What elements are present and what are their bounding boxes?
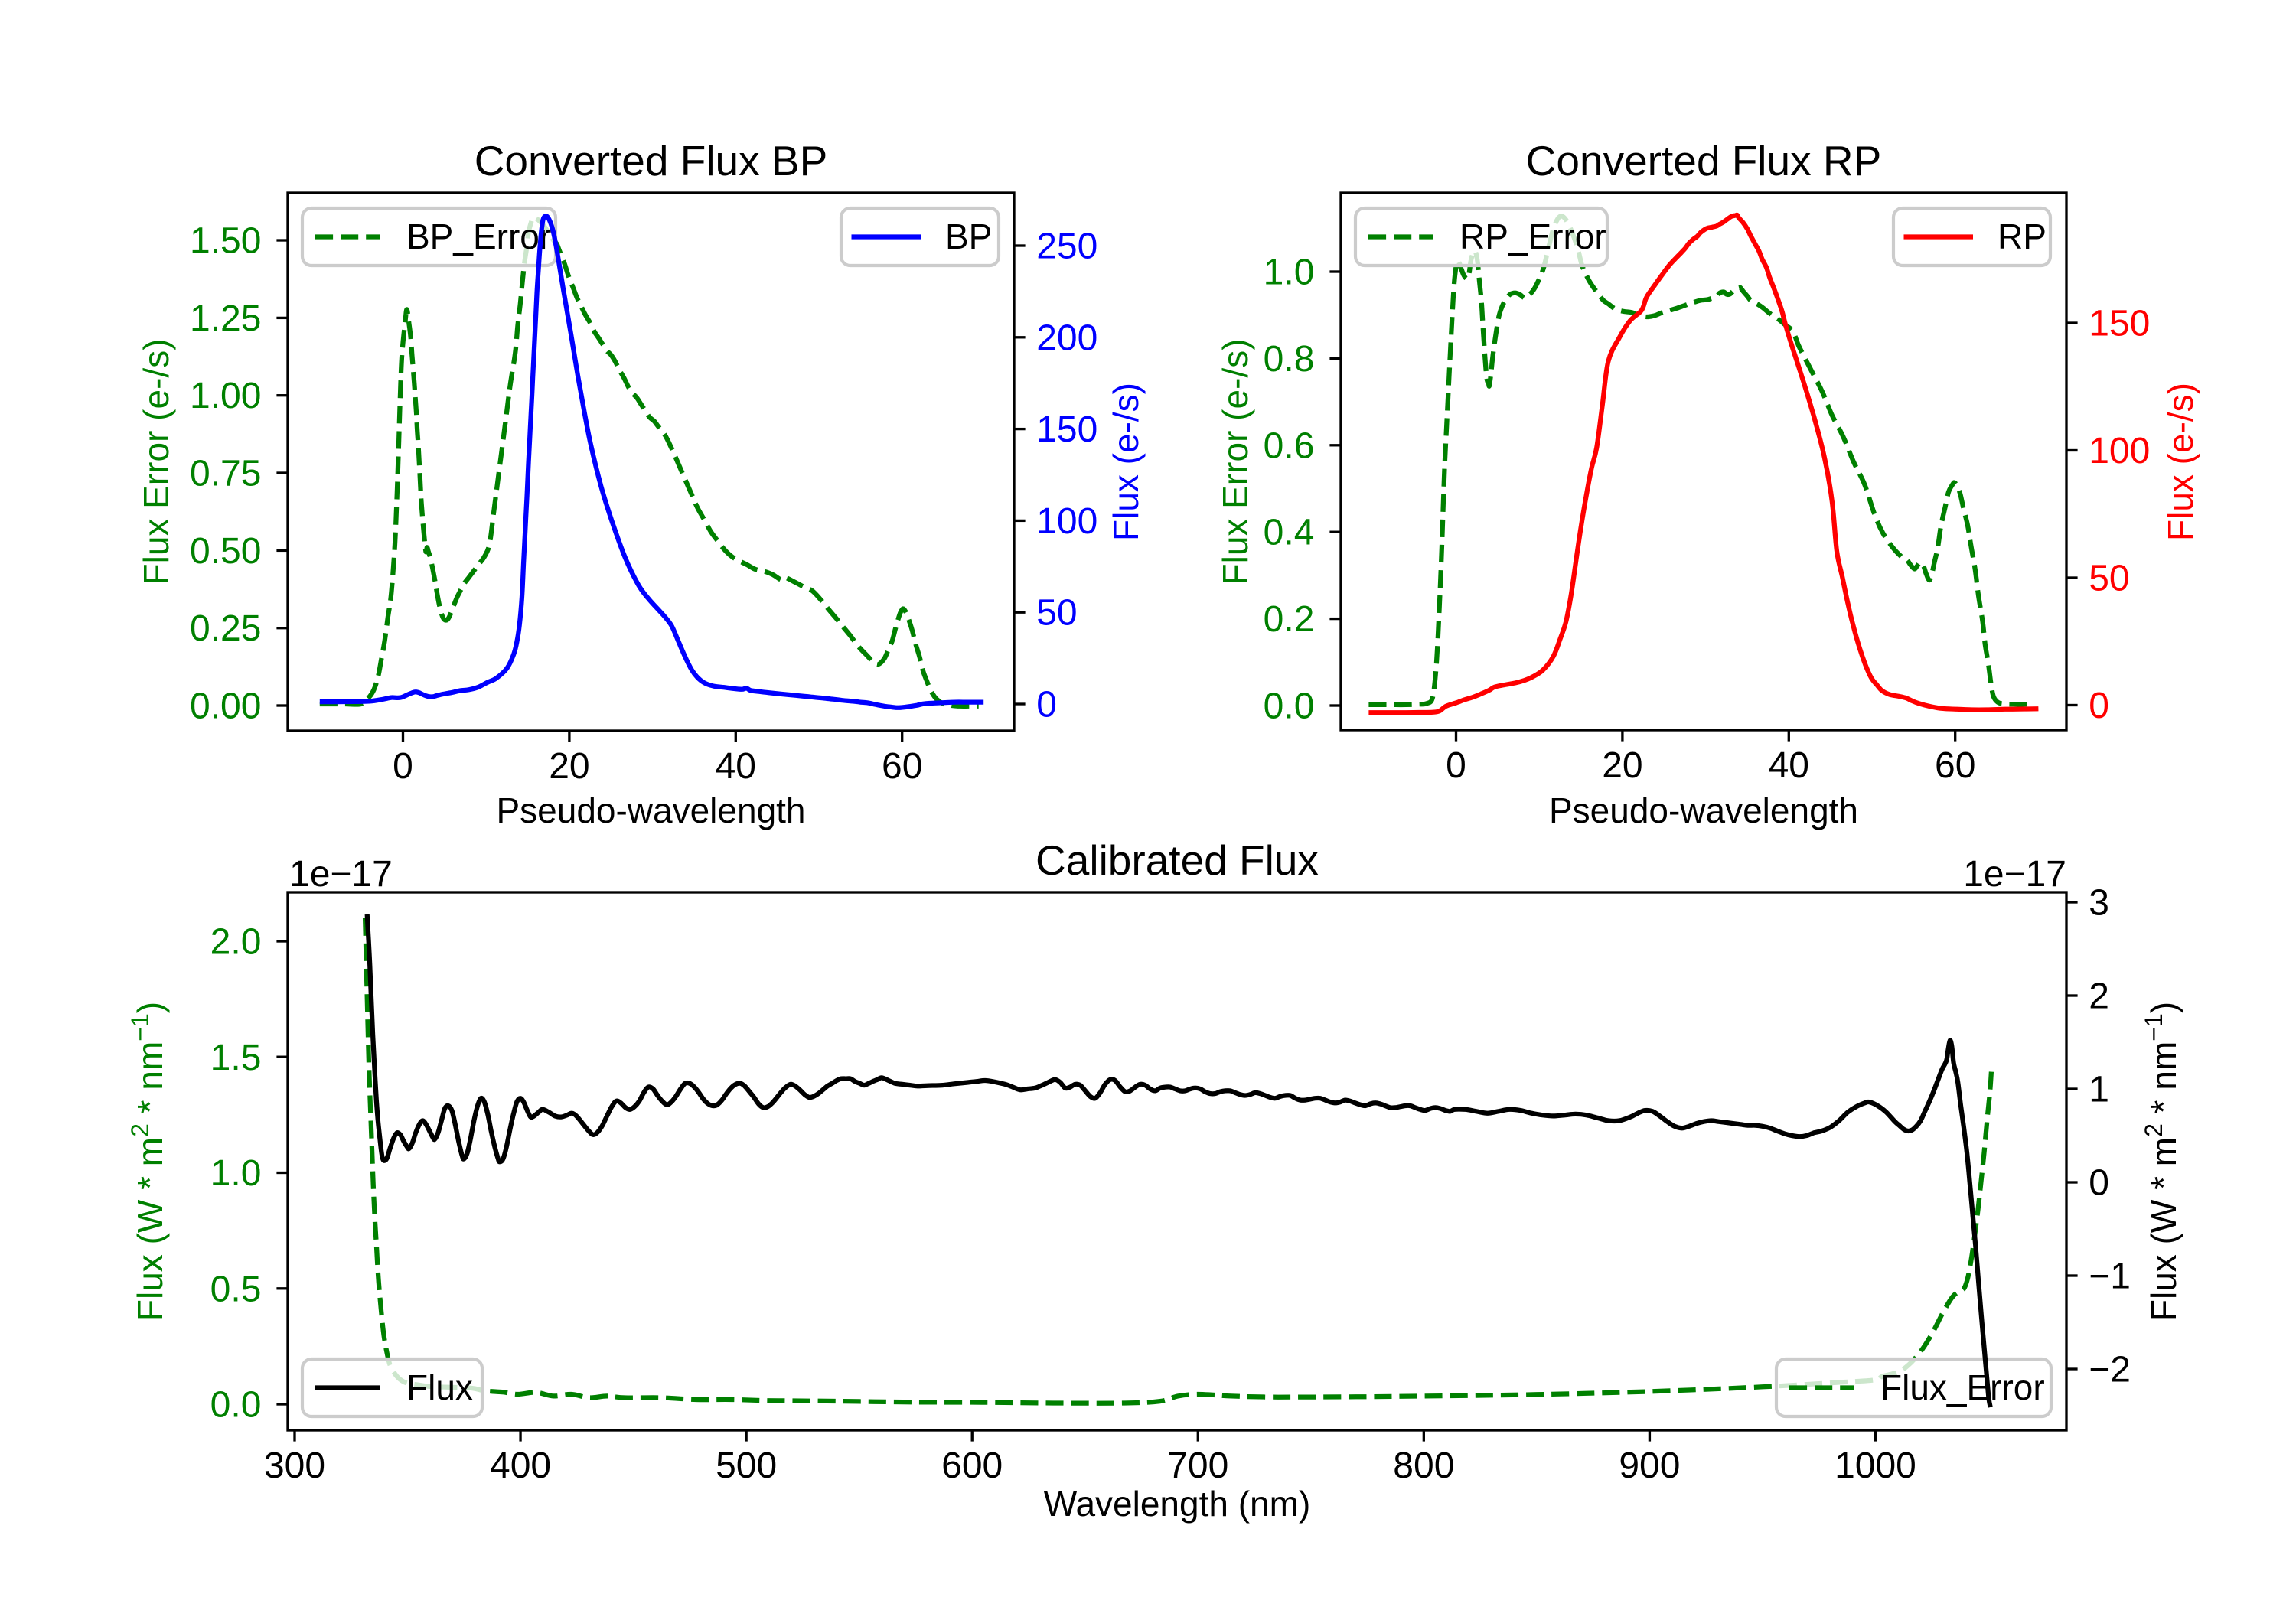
svg-text:0: 0 bbox=[2089, 686, 2109, 726]
svg-text:Flux (W * m2 * nm−1): Flux (W * m2 * nm−1) bbox=[2140, 1002, 2183, 1321]
svg-text:0.50: 0.50 bbox=[190, 531, 261, 572]
svg-text:3: 3 bbox=[2089, 883, 2109, 924]
svg-text:0.8: 0.8 bbox=[1264, 339, 1315, 380]
svg-text:0.4: 0.4 bbox=[1264, 513, 1315, 553]
svg-text:Flux (e-/s): Flux (e-/s) bbox=[2161, 383, 2200, 541]
svg-text:1.00: 1.00 bbox=[190, 376, 261, 416]
svg-text:2: 2 bbox=[2089, 976, 2109, 1017]
svg-text:150: 150 bbox=[1036, 409, 1097, 450]
svg-text:1000: 1000 bbox=[1835, 1446, 1916, 1486]
svg-text:1.0: 1.0 bbox=[210, 1153, 262, 1194]
svg-text:RP: RP bbox=[1998, 217, 2047, 256]
svg-text:0.5: 0.5 bbox=[210, 1269, 262, 1309]
svg-text:0: 0 bbox=[1446, 745, 1466, 786]
svg-text:0: 0 bbox=[1036, 685, 1057, 725]
svg-text:60: 60 bbox=[1935, 745, 1975, 786]
svg-text:60: 60 bbox=[882, 746, 922, 787]
svg-text:300: 300 bbox=[264, 1446, 325, 1486]
svg-text:0.2: 0.2 bbox=[1264, 599, 1315, 640]
svg-text:40: 40 bbox=[716, 746, 756, 787]
svg-text:0: 0 bbox=[2089, 1163, 2109, 1204]
svg-text:Flux Error (e-/s): Flux Error (e-/s) bbox=[1215, 339, 1255, 585]
svg-text:40: 40 bbox=[1769, 745, 1809, 786]
svg-text:250: 250 bbox=[1036, 227, 1097, 267]
svg-text:100: 100 bbox=[2089, 431, 2150, 471]
svg-text:0.6: 0.6 bbox=[1264, 425, 1315, 466]
svg-text:0.75: 0.75 bbox=[190, 454, 261, 494]
svg-text:50: 50 bbox=[2089, 559, 2129, 599]
svg-text:800: 800 bbox=[1393, 1446, 1454, 1486]
svg-text:900: 900 bbox=[1619, 1446, 1680, 1486]
svg-text:0.0: 0.0 bbox=[210, 1385, 262, 1426]
svg-text:1.5: 1.5 bbox=[210, 1038, 262, 1078]
svg-text:RP_Error: RP_Error bbox=[1459, 217, 1606, 256]
svg-text:400: 400 bbox=[490, 1446, 551, 1486]
svg-text:Pseudo-wavelength: Pseudo-wavelength bbox=[1549, 790, 1858, 830]
svg-text:Flux: Flux bbox=[406, 1367, 473, 1407]
svg-text:0.0: 0.0 bbox=[1264, 686, 1315, 727]
svg-text:500: 500 bbox=[716, 1446, 777, 1486]
svg-text:Wavelength (nm): Wavelength (nm) bbox=[1044, 1484, 1311, 1524]
svg-text:Converted Flux BP: Converted Flux BP bbox=[475, 137, 828, 184]
svg-text:Converted Flux RP: Converted Flux RP bbox=[1526, 137, 1882, 184]
svg-text:1.50: 1.50 bbox=[190, 221, 261, 262]
svg-text:BP_Error: BP_Error bbox=[406, 217, 551, 256]
svg-text:100: 100 bbox=[1036, 501, 1097, 542]
svg-text:1e−17: 1e−17 bbox=[1963, 854, 2066, 895]
svg-text:Flux Error (e-/s): Flux Error (e-/s) bbox=[136, 339, 176, 585]
svg-text:1e−17: 1e−17 bbox=[289, 854, 393, 895]
svg-text:Pseudo-wavelength: Pseudo-wavelength bbox=[496, 790, 805, 830]
svg-text:200: 200 bbox=[1036, 318, 1097, 358]
svg-text:150: 150 bbox=[2089, 304, 2150, 344]
svg-text:Flux (e-/s): Flux (e-/s) bbox=[1106, 383, 1146, 541]
svg-text:0.00: 0.00 bbox=[190, 686, 261, 727]
svg-text:50: 50 bbox=[1036, 593, 1077, 634]
svg-text:700: 700 bbox=[1167, 1446, 1228, 1486]
svg-text:−2: −2 bbox=[2089, 1350, 2131, 1390]
svg-text:Flux_Error: Flux_Error bbox=[1880, 1367, 2045, 1407]
svg-text:0: 0 bbox=[393, 746, 413, 787]
svg-text:1.0: 1.0 bbox=[1264, 253, 1315, 293]
svg-text:20: 20 bbox=[549, 746, 589, 787]
svg-text:20: 20 bbox=[1602, 745, 1642, 786]
svg-text:2.0: 2.0 bbox=[210, 922, 262, 963]
svg-text:Calibrated Flux: Calibrated Flux bbox=[1035, 836, 1319, 884]
svg-text:−1: −1 bbox=[2089, 1257, 2131, 1297]
svg-text:Flux (W * m2 * nm−1): Flux (W * m2 * nm−1) bbox=[126, 1002, 170, 1321]
svg-text:0.25: 0.25 bbox=[190, 608, 261, 649]
svg-text:1.25: 1.25 bbox=[190, 298, 261, 339]
svg-text:600: 600 bbox=[941, 1446, 1003, 1486]
svg-text:BP: BP bbox=[945, 217, 992, 256]
svg-text:1: 1 bbox=[2089, 1070, 2109, 1110]
